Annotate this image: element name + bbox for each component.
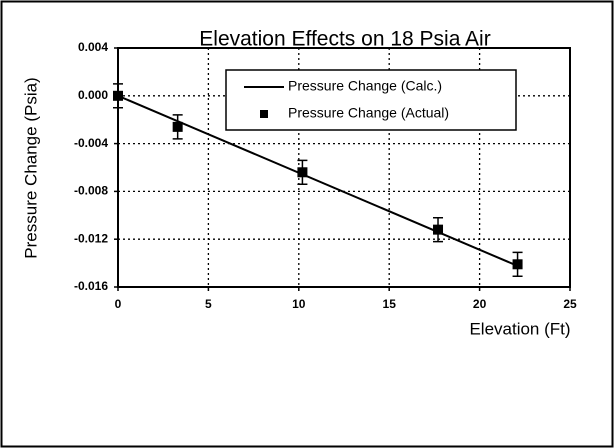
- x-tick-label: 5: [205, 297, 212, 311]
- x-tick-label: 10: [292, 297, 306, 311]
- y-tick-label: -0.004: [74, 136, 108, 150]
- calc-line: [117, 94, 520, 268]
- y-tick-label: -0.012: [74, 231, 108, 245]
- x-tick-label: 20: [473, 297, 487, 311]
- x-tick-label: 0: [115, 297, 122, 311]
- chart-title: Elevation Effects on 18 Psia Air: [199, 28, 490, 51]
- x-axis-label: Elevation (Ft): [469, 319, 570, 338]
- y-tick-label: 0.004: [78, 40, 108, 54]
- data-point: [433, 224, 444, 235]
- plot-frame: [117, 47, 571, 288]
- y-tick-label: -0.008: [74, 184, 108, 198]
- data-point: [172, 121, 183, 132]
- legend-swatch: [260, 110, 268, 118]
- legend-label: Pressure Change (Calc.): [288, 78, 442, 94]
- x-tick-label: 25: [563, 297, 577, 311]
- y-tick-label: -0.016: [74, 279, 108, 293]
- y-tick-label: 0.000: [78, 88, 108, 102]
- data-point: [512, 259, 523, 270]
- y-axis-label: Pressure Change (Psia): [21, 77, 40, 258]
- data-point: [113, 90, 123, 101]
- x-tick-label: 15: [383, 297, 397, 311]
- legend-box: [225, 69, 517, 131]
- data-point: [297, 167, 308, 178]
- legend-label: Pressure Change (Actual): [288, 105, 449, 121]
